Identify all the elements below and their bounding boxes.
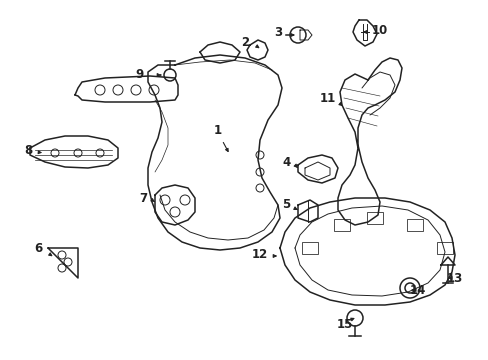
Text: 10: 10 bbox=[371, 23, 387, 36]
Bar bbox=[436, 242, 452, 254]
Text: 3: 3 bbox=[273, 27, 282, 40]
Text: 6: 6 bbox=[34, 242, 42, 255]
Text: 11: 11 bbox=[319, 91, 335, 104]
Text: 7: 7 bbox=[139, 192, 147, 204]
Text: 1: 1 bbox=[214, 123, 222, 136]
Bar bbox=[302, 242, 317, 254]
Bar bbox=[333, 219, 349, 231]
Text: 12: 12 bbox=[251, 248, 267, 261]
Text: 5: 5 bbox=[281, 198, 289, 211]
Text: 9: 9 bbox=[136, 68, 144, 81]
Text: 15: 15 bbox=[336, 319, 352, 332]
Text: 2: 2 bbox=[241, 36, 248, 49]
Text: 4: 4 bbox=[282, 156, 290, 168]
Bar bbox=[366, 212, 382, 224]
Text: 8: 8 bbox=[24, 144, 32, 157]
Bar bbox=[406, 219, 422, 231]
Text: 13: 13 bbox=[446, 271, 462, 284]
Text: 14: 14 bbox=[409, 284, 426, 297]
